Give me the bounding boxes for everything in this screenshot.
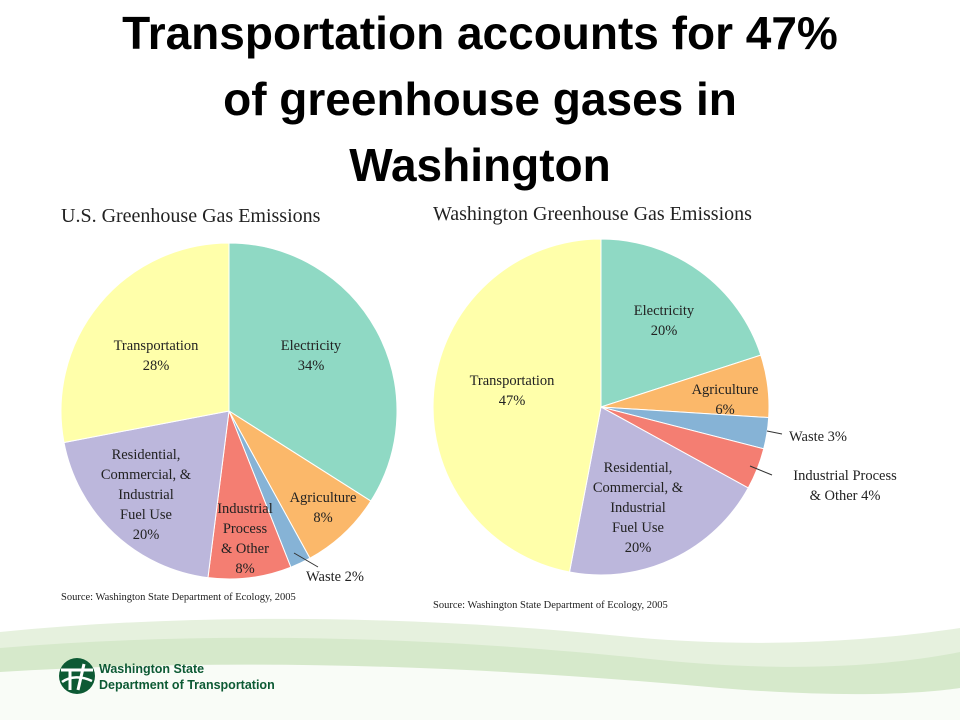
footer-wave xyxy=(0,618,960,720)
slice-label: Industrial Process & Other 4% xyxy=(793,468,897,504)
wsdot-logo-text: Washington State Department of Transport… xyxy=(99,661,275,693)
logo-line-2: Department of Transportation xyxy=(99,678,275,692)
chart-source: Source: Washington State Department of E… xyxy=(61,592,296,603)
slice-label: Electricity 20% xyxy=(634,303,695,339)
pie-slice xyxy=(60,242,230,444)
pie-slice xyxy=(63,410,230,579)
pie-slice xyxy=(432,238,602,573)
pie-slice xyxy=(568,406,749,576)
slice-label: Waste 3% xyxy=(789,429,847,445)
pie-slice xyxy=(228,242,398,502)
pie-chart-2: Washington Greenhouse Gas Emissions Elect… xyxy=(432,203,897,611)
leader-line xyxy=(766,430,783,435)
pie-chart-1: U.S. Greenhouse Gas Emissions Electricity… xyxy=(60,205,398,603)
logo-line-1: Washington State xyxy=(99,662,205,676)
wsdot-logo-icon xyxy=(59,658,95,694)
slice-label: Industrial Process & Other 8% xyxy=(217,501,273,577)
slice-label: Waste 2% xyxy=(306,569,364,585)
slide-title: Transportation accounts for 47% of green… xyxy=(122,7,838,191)
slice-label: Electricity 34% xyxy=(281,338,342,374)
leader-line xyxy=(293,552,319,568)
slice-label: Residential, Commercial, & Industrial Fuel … xyxy=(101,447,192,543)
slice-label: Agriculture 8% xyxy=(290,490,357,526)
chart-title: Washington Greenhouse Gas Emissions xyxy=(433,203,752,225)
chart-source: Source: Washington State Department of E… xyxy=(433,600,668,611)
pie-charts: U.S. Greenhouse Gas Emissions Electricity… xyxy=(60,203,897,611)
slice-label: Residential, Commercial, & Industrial Fuel … xyxy=(593,460,684,556)
slice-label: Transportation 47% xyxy=(470,373,556,409)
slice-label: Agriculture 6% xyxy=(692,382,759,418)
chart-title: U.S. Greenhouse Gas Emissions xyxy=(61,205,321,227)
slice-label: Transportation 28% xyxy=(114,338,200,374)
leader-line xyxy=(749,465,773,476)
pie-slice xyxy=(600,238,762,408)
